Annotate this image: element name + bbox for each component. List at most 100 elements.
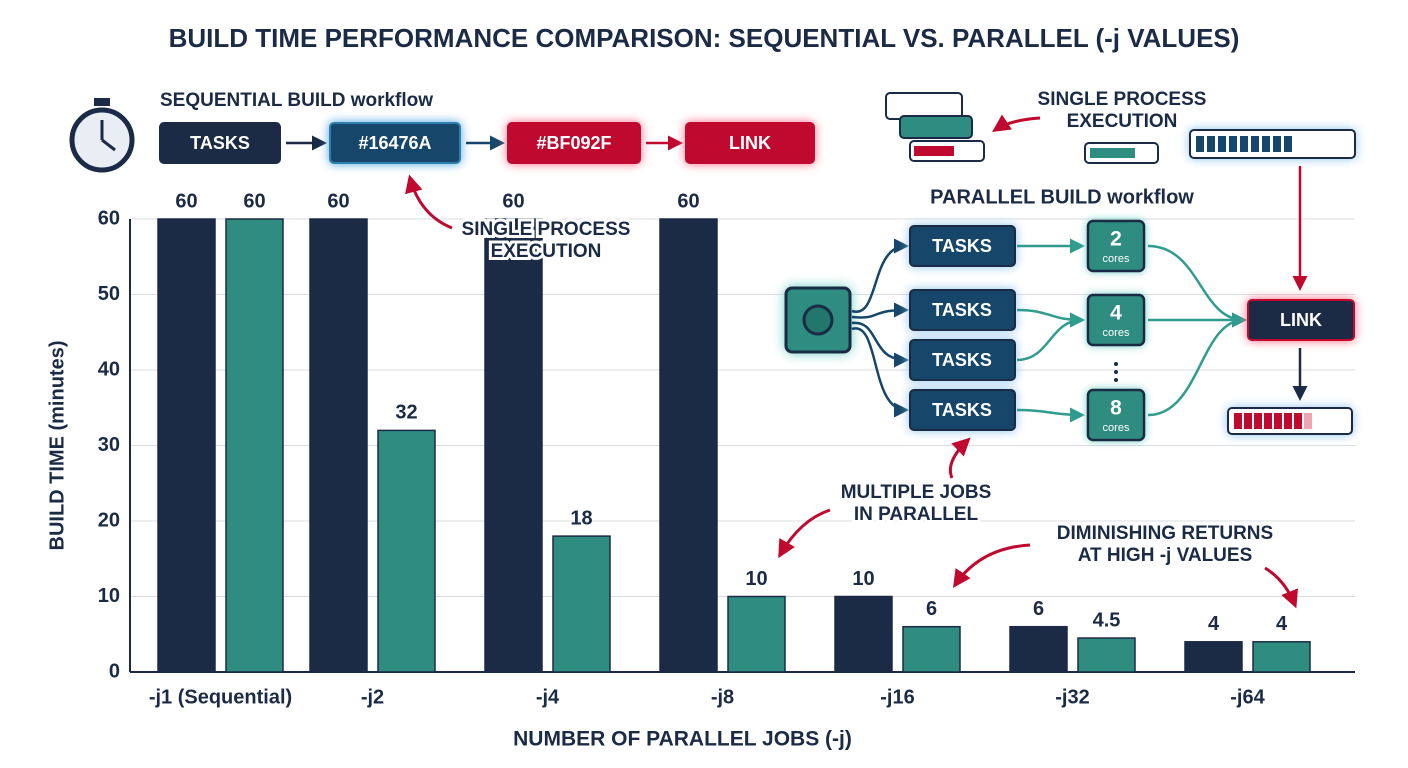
- workflow-box: [909, 339, 1016, 381]
- bar: [659, 218, 718, 673]
- workflow-step: TASKS: [190, 133, 250, 153]
- icon-bar: [1273, 136, 1281, 152]
- y-tick-label: 60: [98, 207, 120, 229]
- value-label: 60: [677, 190, 699, 212]
- x-tick-label: -j1 (Sequential): [149, 686, 292, 708]
- value-label: 4.5: [1093, 609, 1121, 631]
- workflow-box: [685, 122, 815, 164]
- value-label: 32: [395, 402, 417, 424]
- bar: [1077, 637, 1136, 673]
- core-chip: [1086, 388, 1146, 442]
- workflow-step: LINK: [729, 133, 771, 153]
- icon-bar: [1196, 136, 1204, 152]
- bar: [309, 218, 368, 673]
- workflow-step: #BF092F: [536, 133, 611, 153]
- core-unit: cores: [1103, 253, 1130, 265]
- bar: [225, 218, 284, 673]
- value-label: 4: [1208, 613, 1220, 635]
- annotation: EXECUTION: [491, 241, 602, 262]
- workflow-box: [909, 225, 1016, 267]
- annotation: IN PARALLEL: [854, 504, 979, 525]
- arrow: [778, 508, 831, 559]
- arrow: [948, 437, 971, 479]
- workflow-box: [1247, 299, 1355, 341]
- workflow-box: [507, 122, 641, 164]
- dot: [1114, 362, 1118, 366]
- icon-bar: [1229, 136, 1237, 152]
- icon-bar: [1090, 148, 1135, 158]
- y-tick-label: 20: [98, 509, 120, 531]
- annotation: SINGLE PROCESS: [462, 219, 631, 240]
- bar: [552, 535, 611, 673]
- annotation: SINGLE PROCESS: [1038, 89, 1207, 110]
- core-count: 8: [1110, 397, 1122, 420]
- core-count: 4: [1110, 302, 1122, 325]
- value-label: 60: [175, 190, 197, 212]
- bar: [157, 218, 216, 673]
- value-label: 10: [852, 568, 874, 590]
- annotation: MULTIPLE JOBS: [841, 482, 992, 503]
- arrow: [851, 238, 909, 313]
- workflow-step: TASKS: [932, 400, 992, 420]
- y-tick-label: 0: [109, 660, 120, 682]
- y-tick-label: 50: [98, 283, 120, 305]
- icon-bar: [1264, 413, 1272, 429]
- core-unit: cores: [1103, 422, 1130, 434]
- value-label: 60: [502, 190, 524, 212]
- arrow: [851, 321, 909, 368]
- bar: [484, 218, 543, 673]
- workflow-step: TASKS: [932, 236, 992, 256]
- value-label: 60: [327, 190, 349, 212]
- bar: [834, 595, 893, 673]
- workflow-box: [159, 122, 281, 164]
- x-tick-label: -j64: [1230, 686, 1265, 708]
- workflow-step: TASKS: [932, 350, 992, 370]
- arrow: [1264, 566, 1299, 609]
- workflow-box: [909, 389, 1016, 431]
- workflow-box: [899, 115, 973, 139]
- icon-bar: [1274, 413, 1282, 429]
- icon-bar: [1254, 413, 1262, 429]
- x-tick-label: -j32: [1055, 686, 1089, 708]
- icon-bar: [1240, 136, 1248, 152]
- icon-bar: [1244, 413, 1252, 429]
- y-tick-label: 10: [98, 585, 120, 607]
- core-chip: [1086, 293, 1146, 347]
- value-label: 18: [570, 507, 592, 529]
- workflow-step: #16476A: [358, 133, 431, 153]
- icon-bar: [1251, 136, 1259, 152]
- core-chip: [1086, 219, 1146, 273]
- arrow: [851, 327, 909, 418]
- workflow-box: [329, 122, 461, 164]
- icon-bar: [1284, 413, 1292, 429]
- x-tick-label: -j8: [711, 686, 734, 708]
- workflow-box: [909, 289, 1016, 331]
- y-tick-label: 30: [98, 434, 120, 456]
- x-tick-label: -j4: [536, 686, 560, 708]
- arrow: [1147, 244, 1247, 328]
- arrow: [851, 302, 909, 319]
- value-label: 4: [1276, 613, 1288, 635]
- value-label: 6: [926, 598, 937, 620]
- annotation: DIMINISHING RETURNS: [1057, 523, 1273, 544]
- icon-bar: [1294, 413, 1302, 429]
- bar: [902, 625, 961, 673]
- arrow: [1016, 312, 1085, 362]
- arrow: [405, 174, 453, 230]
- core-count: 2: [1110, 228, 1122, 251]
- cpu-icon: [802, 304, 834, 336]
- x-tick-label: -j2: [361, 686, 384, 708]
- x-tick-label: -j16: [880, 686, 914, 708]
- arrow: [1016, 407, 1085, 423]
- stopwatch-icon: [94, 98, 110, 106]
- icon-bar: [1262, 136, 1270, 152]
- bar: [727, 595, 786, 673]
- workflow-step: LINK: [1280, 310, 1322, 330]
- workflow-title: SEQUENTIAL BUILD workflow: [160, 90, 433, 111]
- value-label: 6: [1033, 598, 1044, 620]
- icon-bar: [1234, 413, 1242, 429]
- value-label: 60: [243, 190, 265, 212]
- icon-bar: [914, 146, 954, 156]
- icon-bar: [1284, 136, 1292, 152]
